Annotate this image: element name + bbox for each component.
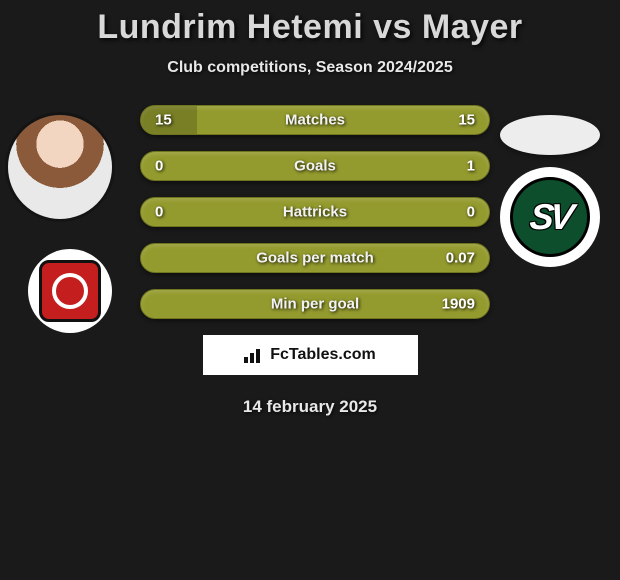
stat-left-value: 15: [155, 112, 172, 129]
player-left-avatar: [8, 115, 112, 219]
brand-text: FcTables.com: [270, 346, 376, 364]
club-left-badge: [28, 249, 112, 333]
stat-right-value: 15: [458, 112, 475, 129]
stat-row: 15 Matches 15: [140, 105, 490, 135]
stat-row: Min per goal 1909: [140, 289, 490, 319]
page-title: Lundrim Hetemi vs Mayer: [0, 8, 620, 47]
stat-left-value: 0: [155, 158, 163, 175]
stat-right-value: 0: [467, 204, 475, 221]
date-text: 14 february 2025: [0, 397, 620, 417]
stat-row: Goals per match 0.07: [140, 243, 490, 273]
stat-left-value: 0: [155, 204, 163, 221]
club-right-badge: SV: [500, 167, 600, 267]
stat-bars: 15 Matches 15 0 Goals 1 0 Hattricks 0 Goals per m…: [140, 105, 490, 319]
stat-label: Goals: [294, 158, 336, 175]
stat-right-value: 1909: [442, 296, 475, 313]
compare-area: SV 15 Matches 15 0 Goals 1 0 Hattricks 0 Goals pe…: [0, 105, 620, 319]
page-subtitle: Club competitions, Season 2024/2025: [0, 59, 620, 77]
player-right-avatar: [500, 115, 600, 155]
stat-right-value: 0.07: [446, 250, 475, 267]
stat-row: 0 Goals 1: [140, 151, 490, 181]
brand-badge: FcTables.com: [203, 335, 418, 375]
chart-icon: [244, 347, 264, 363]
stat-right-value: 1: [467, 158, 475, 175]
stat-row: 0 Hattricks 0: [140, 197, 490, 227]
stat-label: Min per goal: [271, 296, 359, 313]
stat-label: Matches: [285, 112, 345, 129]
stat-label: Hattricks: [283, 204, 347, 221]
stat-label: Goals per match: [256, 250, 374, 267]
